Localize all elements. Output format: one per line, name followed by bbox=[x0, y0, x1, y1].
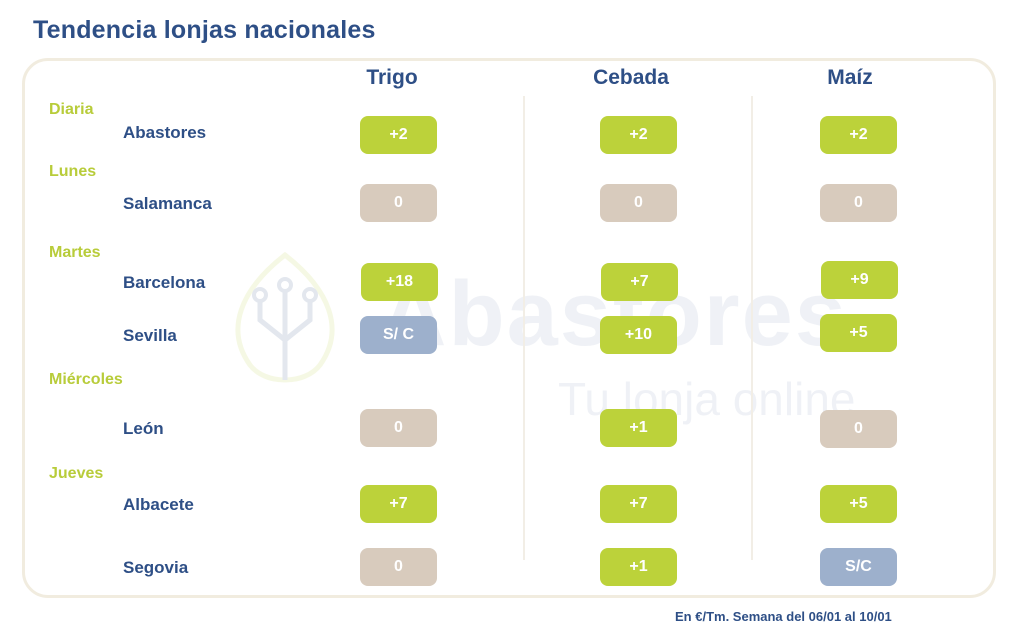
column-header-trigo: Trigo bbox=[366, 66, 418, 89]
city-label: Segovia bbox=[123, 558, 189, 577]
value-chip-trigo: S/ C bbox=[360, 316, 437, 354]
column-header-maiz: Maíz bbox=[827, 66, 873, 89]
day-label-diaria: Diaria bbox=[49, 101, 94, 118]
value-chip-cebada: +7 bbox=[601, 263, 678, 301]
day-label-lunes: Lunes bbox=[49, 163, 97, 180]
abastores-logo-watermark bbox=[235, 251, 335, 383]
value-chip-maiz: +5 bbox=[820, 314, 897, 352]
city-label: León bbox=[123, 419, 164, 438]
day-label-miercoles: Miércoles bbox=[49, 371, 123, 388]
value-chip-trigo: +18 bbox=[361, 263, 438, 301]
column-divider bbox=[523, 96, 525, 560]
value-chip-cebada: +10 bbox=[600, 316, 677, 354]
value-chip-maiz: +5 bbox=[820, 485, 897, 523]
value-chip-cebada: +2 bbox=[600, 116, 677, 154]
city-label: Barcelona bbox=[123, 273, 206, 292]
city-label: Albacete bbox=[123, 495, 194, 514]
table-card bbox=[22, 58, 996, 598]
column-divider bbox=[751, 96, 753, 560]
page-title: Tendencia lonjas nacionales bbox=[33, 16, 376, 44]
value-chip-cebada: +7 bbox=[600, 485, 677, 523]
value-chip-trigo: +2 bbox=[360, 116, 437, 154]
city-label: Abastores bbox=[123, 123, 207, 142]
value-chip-cebada: +1 bbox=[600, 409, 677, 447]
column-header-cebada: Cebada bbox=[593, 66, 669, 89]
value-chip-maiz: 0 bbox=[820, 184, 897, 222]
city-label: Sevilla bbox=[123, 326, 177, 345]
value-chip-trigo: 0 bbox=[360, 548, 437, 586]
city-label: Salamanca bbox=[123, 194, 212, 213]
value-chip-cebada: +1 bbox=[600, 548, 677, 586]
value-chip-maiz: +9 bbox=[821, 261, 898, 299]
value-chip-maiz: +2 bbox=[820, 116, 897, 154]
day-label-jueves: Jueves bbox=[49, 465, 104, 482]
units-footnote: En €/Tm. Semana del 06/01 al 10/01 bbox=[675, 609, 892, 624]
value-chip-cebada: 0 bbox=[600, 184, 677, 222]
value-chip-trigo: +7 bbox=[360, 485, 437, 523]
value-chip-maiz: S/C bbox=[820, 548, 897, 586]
value-chip-trigo: 0 bbox=[360, 409, 437, 447]
day-label-martes: Martes bbox=[49, 244, 101, 261]
value-chip-trigo: 0 bbox=[360, 184, 437, 222]
value-chip-maiz: 0 bbox=[820, 410, 897, 448]
